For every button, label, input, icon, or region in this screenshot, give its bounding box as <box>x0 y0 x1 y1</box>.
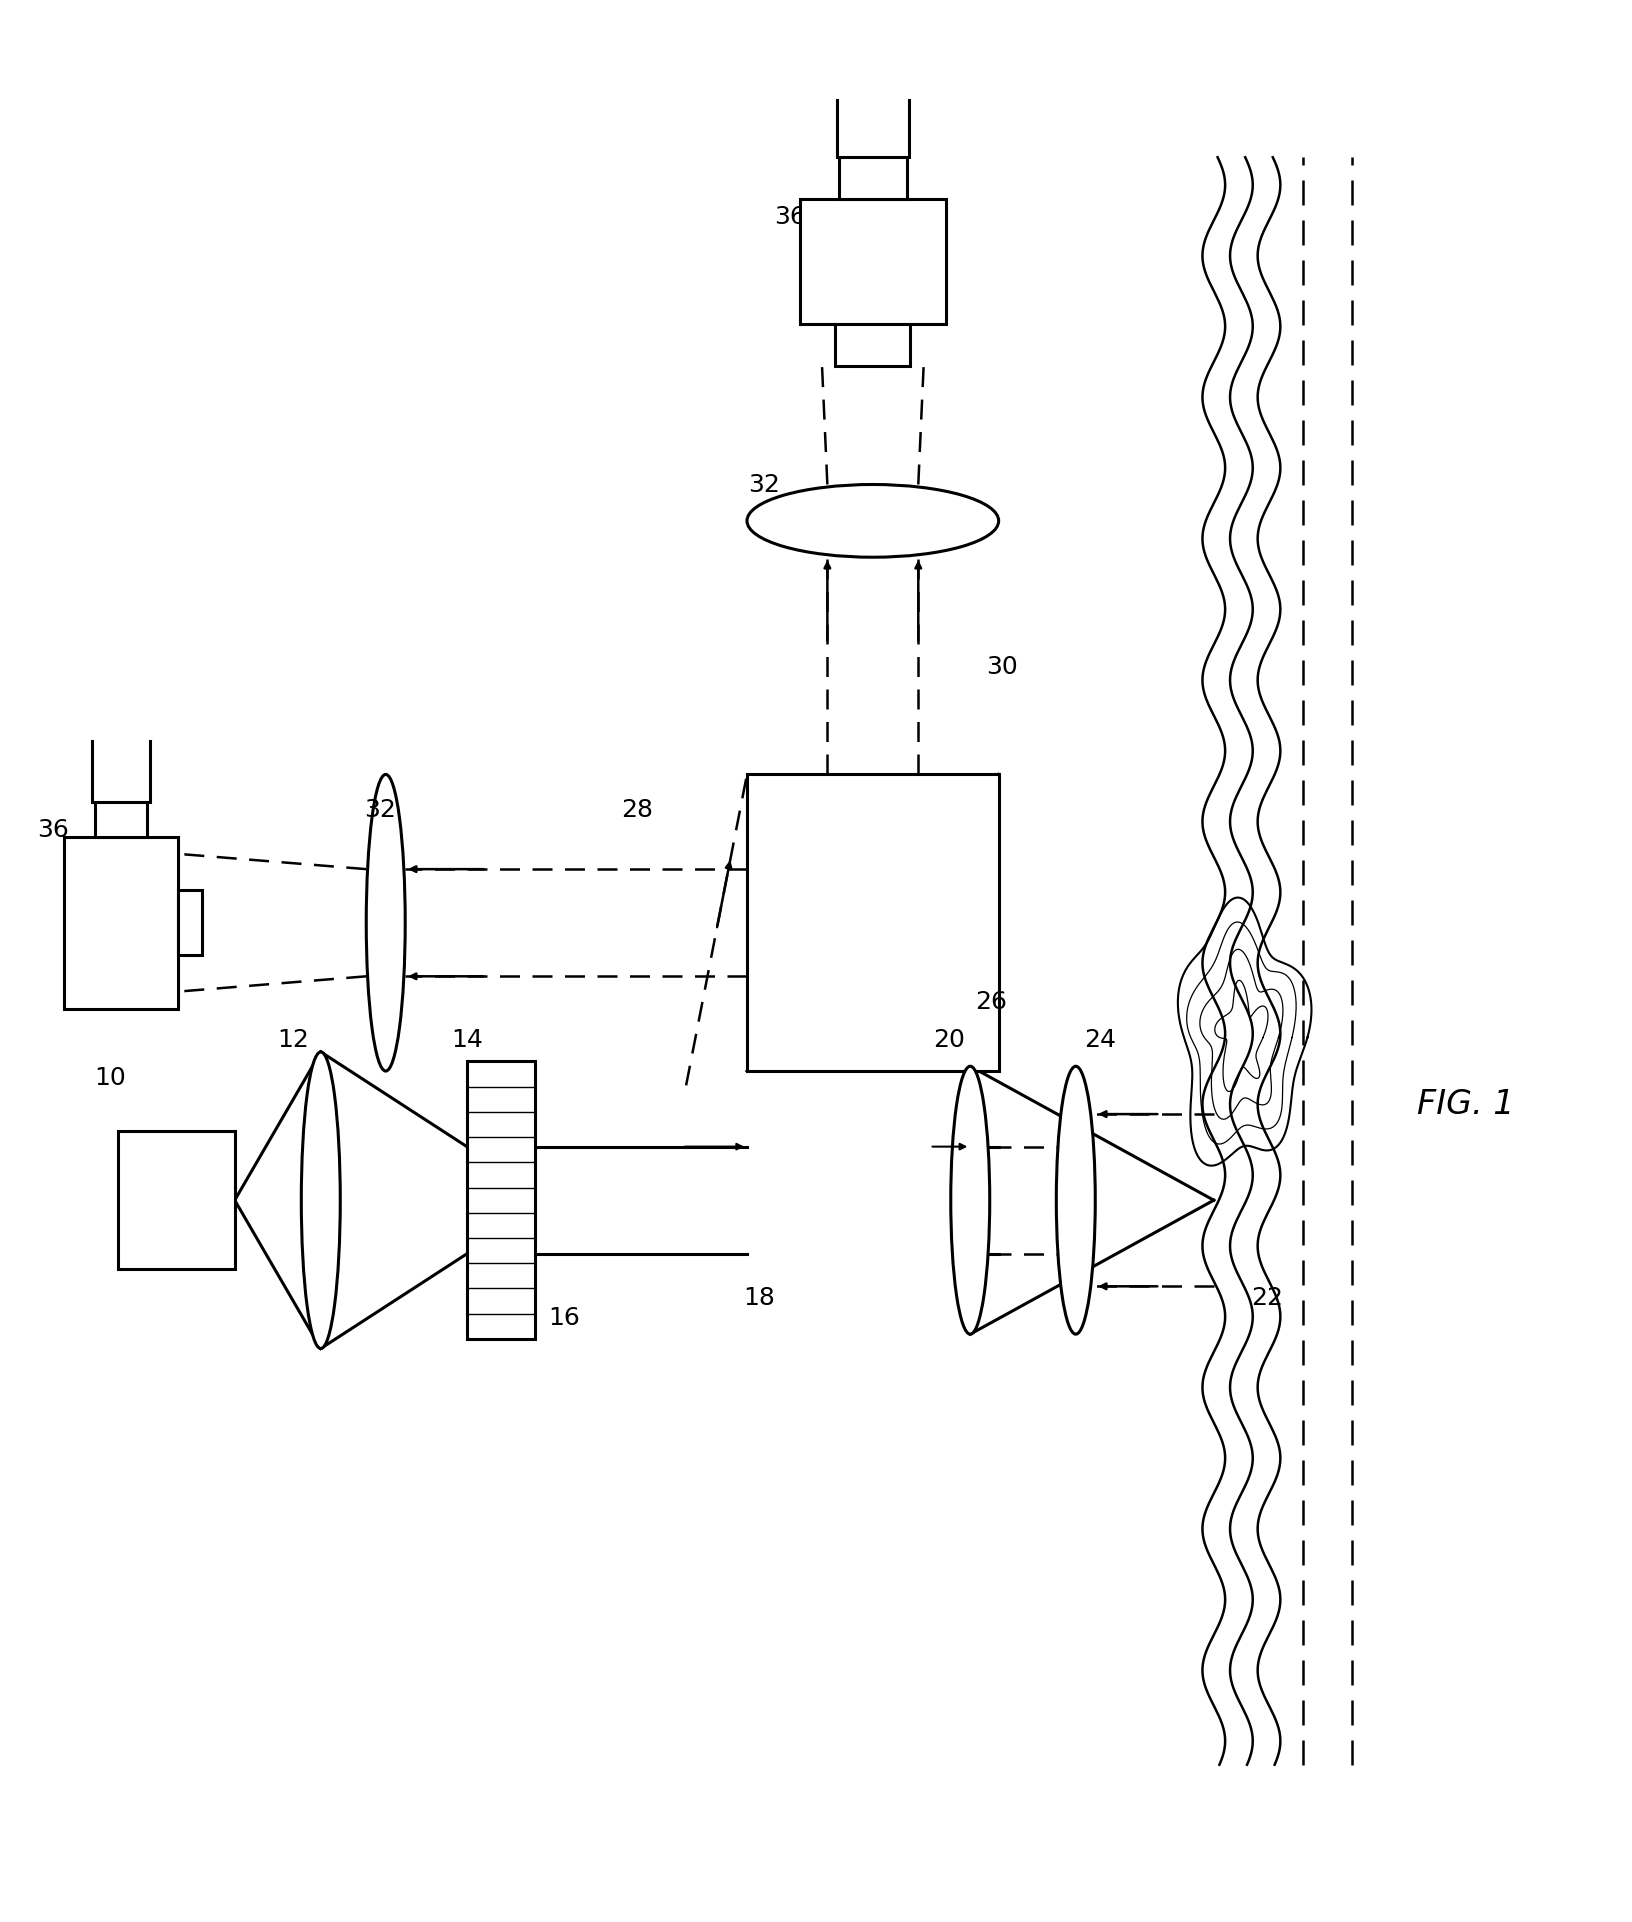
Bar <box>64 836 178 1009</box>
Text: 22: 22 <box>1252 1286 1283 1311</box>
Text: 26: 26 <box>974 990 1007 1013</box>
Text: 36: 36 <box>774 206 806 229</box>
Bar <box>467 1061 535 1340</box>
Bar <box>178 890 202 955</box>
Bar <box>747 775 999 1071</box>
Bar <box>118 1132 235 1269</box>
Text: 16: 16 <box>548 1305 579 1330</box>
Text: 30: 30 <box>986 655 1018 678</box>
Text: 32: 32 <box>747 473 780 498</box>
Bar <box>96 801 147 836</box>
Text: 10: 10 <box>93 1067 126 1090</box>
Bar <box>836 323 911 365</box>
Ellipse shape <box>1056 1067 1095 1334</box>
Ellipse shape <box>366 775 405 1071</box>
Text: 12: 12 <box>277 1028 308 1051</box>
Ellipse shape <box>747 484 999 557</box>
Ellipse shape <box>951 1067 989 1334</box>
Text: 14: 14 <box>450 1028 483 1051</box>
Bar <box>839 158 907 200</box>
Text: 18: 18 <box>743 1286 775 1311</box>
Bar <box>800 200 947 323</box>
Text: 28: 28 <box>622 798 653 823</box>
Text: 20: 20 <box>934 1028 965 1051</box>
Text: 32: 32 <box>364 798 397 823</box>
Text: 36: 36 <box>38 817 69 842</box>
Ellipse shape <box>302 1051 339 1349</box>
Text: 24: 24 <box>1084 1028 1116 1051</box>
Text: FIG. 1: FIG. 1 <box>1417 1088 1514 1121</box>
